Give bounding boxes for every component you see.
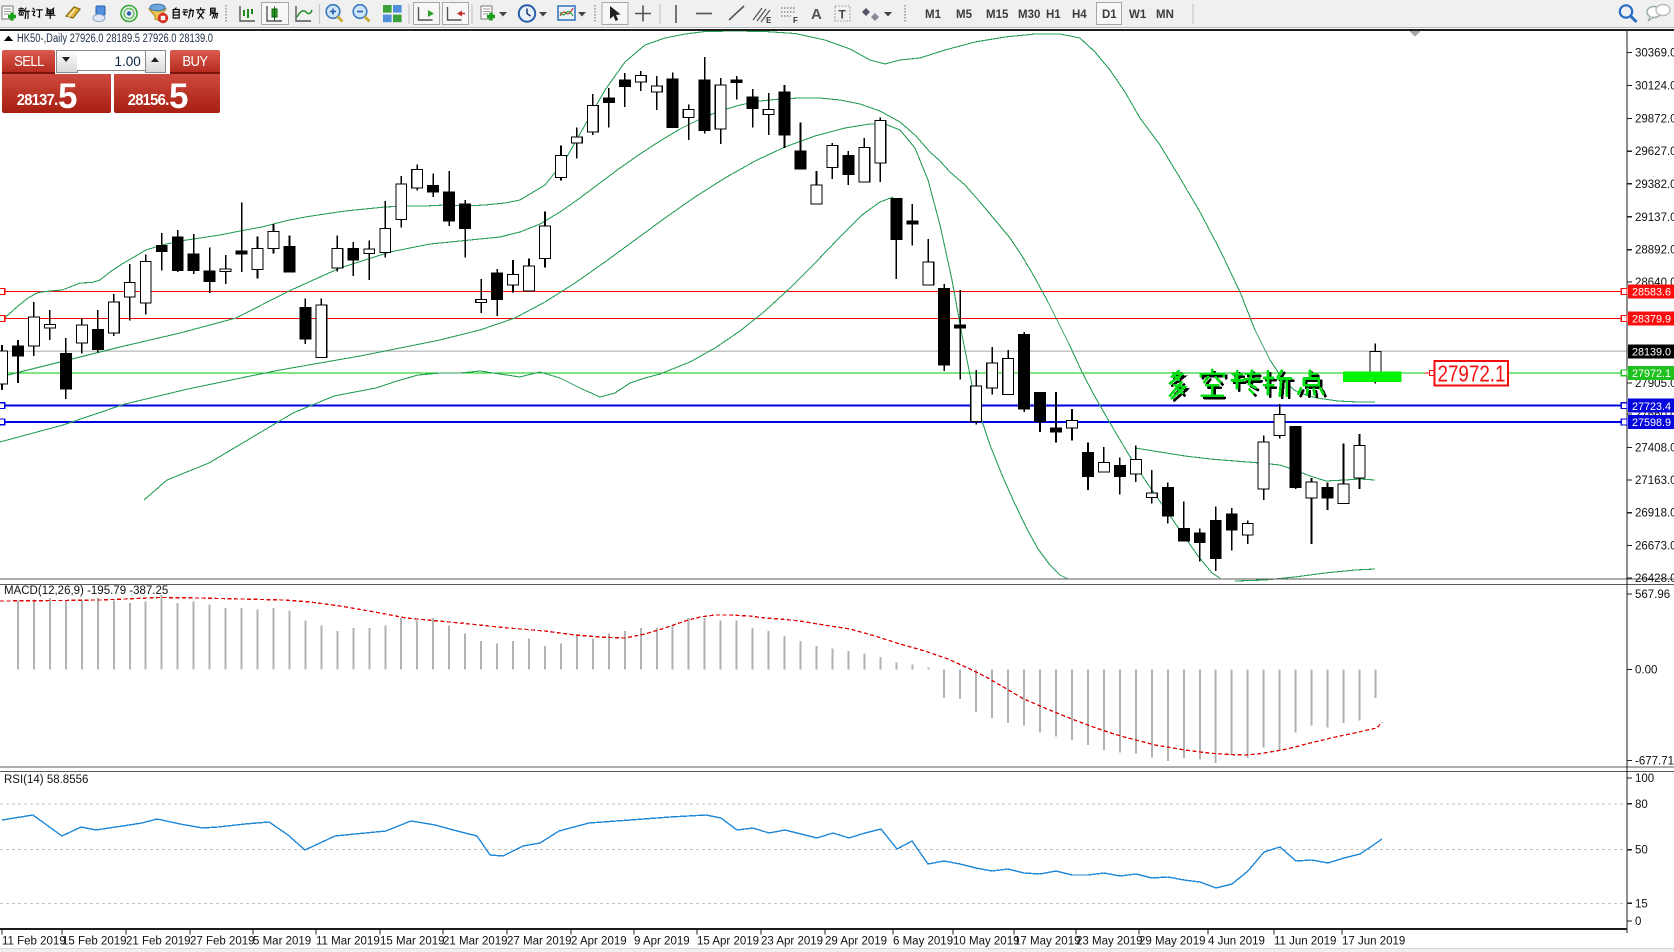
svg-text:17 May 2019: 17 May 2019	[1014, 936, 1081, 948]
svg-text:D1: D1	[1102, 9, 1117, 21]
svg-text:6 May 2019: 6 May 2019	[893, 936, 953, 948]
svg-text:11 Mar 2019: 11 Mar 2019	[316, 936, 380, 948]
svg-text:15: 15	[1635, 898, 1648, 910]
svg-text:5 Mar 2019: 5 Mar 2019	[253, 936, 311, 948]
svg-text:80: 80	[1635, 799, 1648, 811]
svg-text:27163.0: 27163.0	[1635, 475, 1674, 487]
svg-text:27972.1: 27972.1	[1438, 360, 1506, 386]
svg-text:W1: W1	[1129, 9, 1147, 21]
svg-text:27905.0: 27905.0	[1635, 378, 1674, 390]
svg-text:15 Apr 2019: 15 Apr 2019	[697, 936, 759, 948]
svg-text:M30: M30	[1018, 9, 1040, 21]
svg-text:T: T	[839, 8, 847, 22]
svg-text:27 Feb 2019: 27 Feb 2019	[190, 936, 255, 948]
svg-text:11 Jun 2019: 11 Jun 2019	[1274, 936, 1336, 948]
svg-text:29 May 2019: 29 May 2019	[1139, 936, 1206, 948]
svg-text:21 Feb 2019: 21 Feb 2019	[126, 936, 191, 948]
svg-text:4 Jun 2019: 4 Jun 2019	[1208, 936, 1265, 948]
svg-text:28583.6: 28583.6	[1632, 287, 1671, 299]
svg-text:27723.4: 27723.4	[1632, 401, 1671, 413]
svg-text:15 Feb 2019: 15 Feb 2019	[62, 936, 127, 948]
svg-text:27598.9: 27598.9	[1632, 417, 1671, 429]
svg-text:M1: M1	[925, 9, 942, 21]
svg-text:26673.0: 26673.0	[1635, 540, 1674, 552]
svg-text:H1: H1	[1046, 9, 1061, 21]
svg-text:28379.9: 28379.9	[1632, 314, 1671, 326]
svg-text:26428.0: 26428.0	[1635, 573, 1674, 585]
svg-text:HK50-,Daily 27926.0 28189.5 2: HK50-,Daily 27926.0 28189.5 27926.0 2813…	[17, 33, 213, 45]
svg-text:0.00: 0.00	[1635, 665, 1657, 677]
svg-text:F: F	[793, 16, 798, 25]
svg-text:11 Feb 2019: 11 Feb 2019	[2, 936, 66, 948]
svg-text:27408.0: 27408.0	[1635, 442, 1674, 454]
svg-text:27972.1: 27972.1	[1632, 368, 1671, 380]
svg-text:29 Apr 2019: 29 Apr 2019	[825, 936, 887, 948]
svg-text:21 Mar 2019: 21 Mar 2019	[443, 936, 508, 948]
svg-text:RSI(14) 58.8556: RSI(14) 58.8556	[4, 774, 88, 786]
svg-text:50: 50	[1635, 845, 1648, 857]
svg-text:17 Jun 2019: 17 Jun 2019	[1342, 936, 1405, 948]
svg-text:29627.0: 29627.0	[1635, 146, 1674, 158]
svg-text:2 Apr 2019: 2 Apr 2019	[571, 936, 627, 948]
svg-text:-677.71: -677.71	[1635, 756, 1674, 768]
svg-text:30124.0: 30124.0	[1635, 81, 1674, 93]
svg-text:23 Apr 2019: 23 Apr 2019	[761, 936, 823, 948]
svg-text:567.96: 567.96	[1635, 589, 1670, 601]
svg-text:M5: M5	[956, 9, 973, 21]
svg-text:MACD(12,26,9) -195.79 -387.25: MACD(12,26,9) -195.79 -387.25	[4, 585, 168, 597]
svg-text:0: 0	[1635, 916, 1641, 928]
svg-text:H4: H4	[1072, 9, 1087, 21]
svg-text:29382.0: 29382.0	[1635, 179, 1674, 191]
svg-text:MN: MN	[1156, 9, 1174, 21]
svg-text:100: 100	[1635, 773, 1654, 785]
svg-text:23 May 2019: 23 May 2019	[1076, 936, 1143, 948]
svg-text:15 Mar 2019: 15 Mar 2019	[380, 936, 445, 948]
svg-text:28139.0: 28139.0	[1632, 347, 1671, 359]
svg-text:M15: M15	[986, 9, 1009, 21]
svg-text:29137.0: 29137.0	[1635, 212, 1674, 224]
svg-text:27 Mar 2019: 27 Mar 2019	[507, 936, 572, 948]
svg-text:A: A	[811, 6, 822, 23]
svg-text:28892.0: 28892.0	[1635, 245, 1674, 257]
svg-text:29872.0: 29872.0	[1635, 114, 1674, 126]
svg-text:9 Apr 2019: 9 Apr 2019	[634, 936, 690, 948]
svg-text:10 May 2019: 10 May 2019	[953, 936, 1020, 948]
svg-text:26918.0: 26918.0	[1635, 508, 1674, 520]
svg-text:E: E	[766, 16, 772, 25]
svg-text:30369.0: 30369.0	[1635, 48, 1674, 60]
